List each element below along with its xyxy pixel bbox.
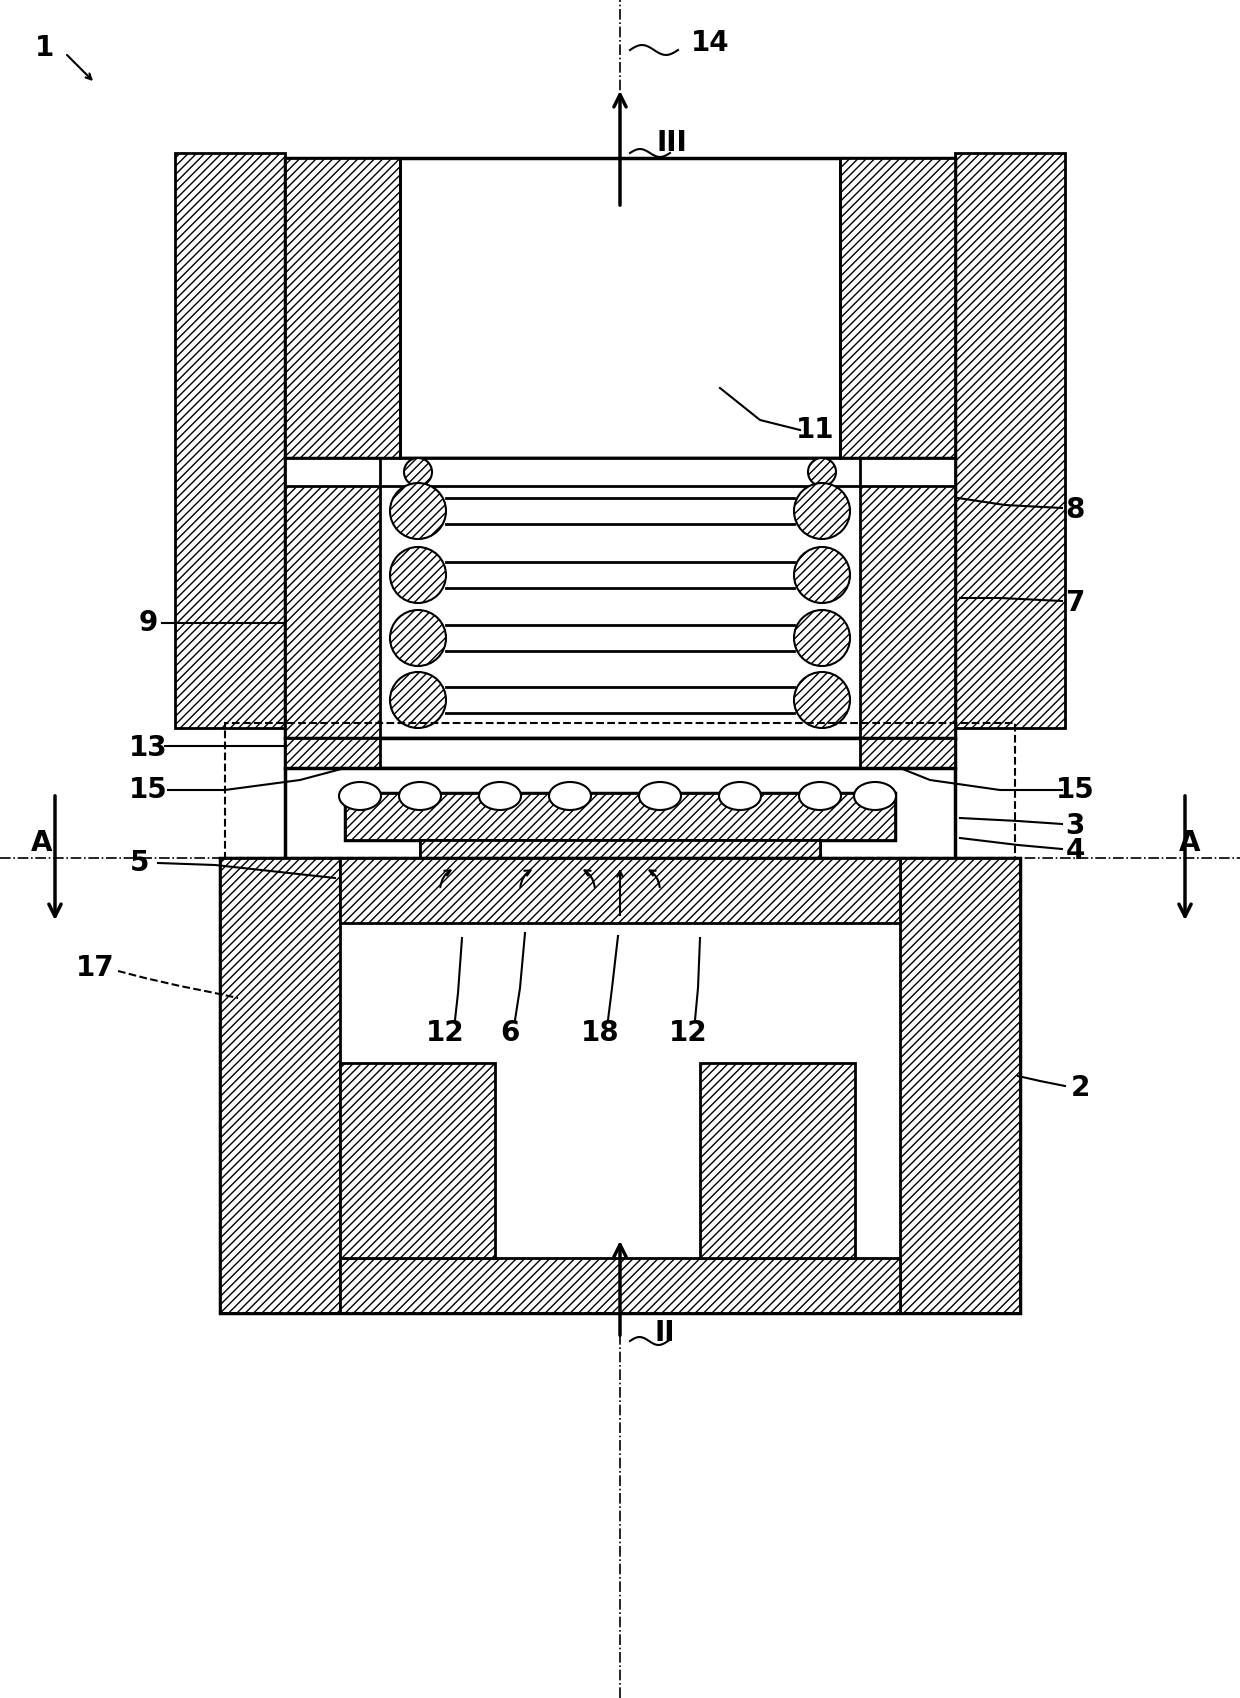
Circle shape [391,482,446,538]
Ellipse shape [549,783,591,810]
Bar [345,857,420,898]
Ellipse shape [799,783,841,810]
Bar [340,1063,495,1258]
Bar [285,158,955,458]
Text: 7: 7 [1065,589,1085,616]
Text: 4: 4 [1065,837,1085,864]
Bar [345,793,895,841]
Bar [219,857,1021,1313]
Bar [340,1258,900,1313]
Text: A: A [31,829,53,857]
Circle shape [808,458,836,486]
Bar [345,793,895,841]
Text: 6: 6 [500,1019,520,1048]
Bar [701,1063,856,1258]
Bar [340,857,900,924]
Text: 14: 14 [691,29,729,58]
Circle shape [391,672,446,728]
Bar [285,458,955,739]
Text: II: II [655,1319,676,1347]
Circle shape [794,672,849,728]
Text: 18: 18 [580,1019,619,1048]
Bar [219,857,340,1313]
Text: 9: 9 [139,610,157,637]
Bar [820,857,895,898]
Bar [285,767,955,863]
Circle shape [794,610,849,666]
Bar [420,841,820,888]
Bar [420,841,820,888]
Bar [955,153,1065,728]
Text: 17: 17 [76,954,114,981]
Circle shape [391,547,446,603]
Text: 11: 11 [796,416,835,443]
Text: 15: 15 [1055,776,1095,803]
Bar [900,857,1021,1313]
Bar [285,739,379,767]
Text: A: A [1179,829,1200,857]
Ellipse shape [719,783,761,810]
Bar [861,739,955,767]
Ellipse shape [854,783,897,810]
Bar [839,158,955,458]
Bar [219,857,1021,1313]
Text: 12: 12 [668,1019,707,1048]
Bar [285,739,955,767]
Text: 12: 12 [425,1019,464,1048]
Bar [285,458,379,739]
Text: 3: 3 [1065,812,1085,841]
Text: 2: 2 [1070,1075,1090,1102]
Text: 5: 5 [130,849,150,876]
Bar [175,153,285,728]
Ellipse shape [639,783,681,810]
Circle shape [794,482,849,538]
Text: 8: 8 [1065,496,1085,525]
Text: 13: 13 [129,734,167,762]
Text: III: III [657,129,687,156]
Ellipse shape [399,783,441,810]
Circle shape [391,610,446,666]
Text: 15: 15 [129,776,167,803]
Ellipse shape [339,783,381,810]
Bar [224,723,1016,857]
Bar [285,458,955,486]
Bar [861,458,955,739]
Bar [285,158,401,458]
Text: 1: 1 [36,34,55,63]
Ellipse shape [479,783,521,810]
Circle shape [404,458,432,486]
Circle shape [794,547,849,603]
